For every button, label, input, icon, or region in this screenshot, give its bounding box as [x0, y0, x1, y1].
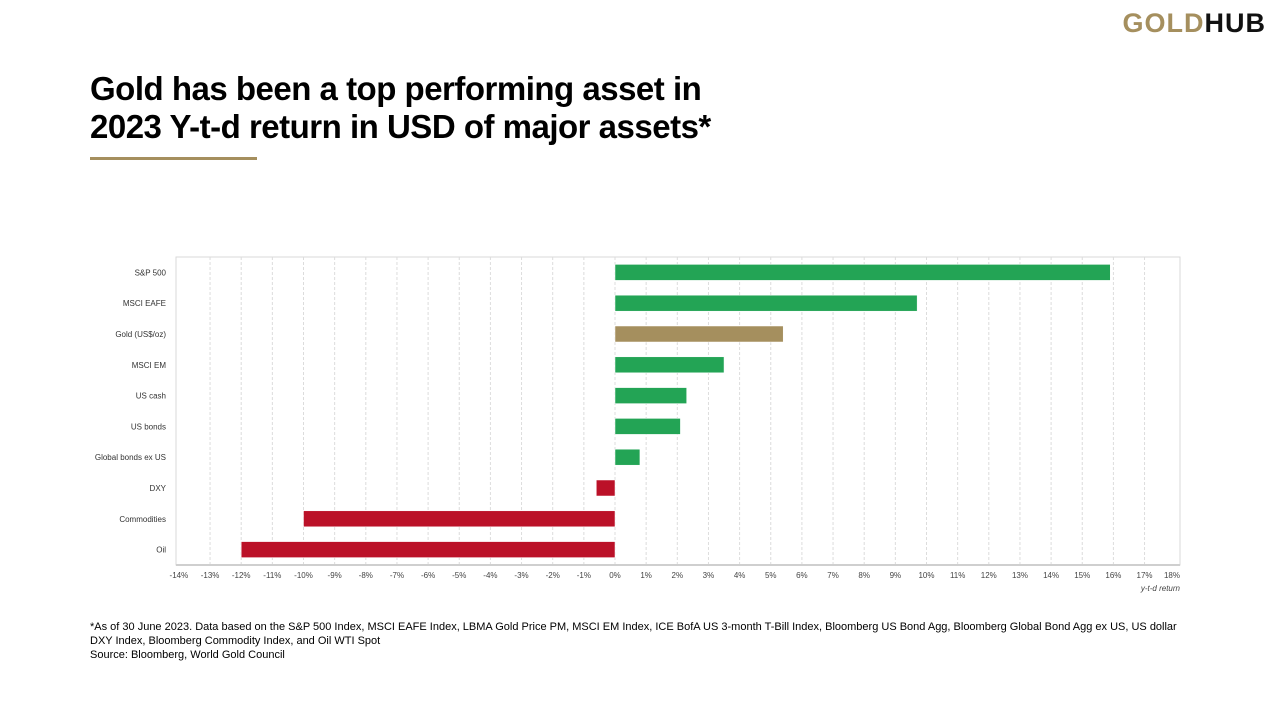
- x-axis-label: y-t-d return: [1140, 584, 1181, 593]
- bar: [614, 387, 687, 404]
- bar: [614, 356, 725, 374]
- category-label: Global bonds ex US: [95, 453, 166, 462]
- x-tick-label: 8%: [858, 571, 870, 580]
- category-label: US cash: [136, 392, 166, 401]
- x-tick-label: 2%: [672, 571, 684, 580]
- category-label: MSCI EM: [132, 361, 167, 370]
- x-tick-label: 5%: [765, 571, 777, 580]
- x-tick-label: 1%: [640, 571, 652, 580]
- bar-chart: -14% -13% -12% -11% -10% -9% -8% -7% -6% -5% -4% -3…: [95, 256, 1181, 593]
- bar: [240, 541, 616, 558]
- x-tick-label: -11%: [263, 571, 281, 580]
- x-tick-label: -1%: [577, 571, 591, 580]
- bar: [614, 325, 784, 343]
- x-tick-label: -12%: [232, 571, 251, 580]
- x-tick-label: -4%: [483, 571, 497, 580]
- category-label: S&P 500: [135, 268, 167, 277]
- x-tick-label: 14%: [1043, 571, 1059, 580]
- page-title: Gold has been a top performing asset in 2…: [90, 70, 711, 145]
- x-tick-label: 0%: [609, 571, 621, 580]
- x-tick-label: 9%: [890, 571, 902, 580]
- x-tick-label: -14%: [170, 571, 189, 580]
- x-tick-label: -8%: [359, 571, 373, 580]
- x-tick-label: 18%: [1164, 571, 1180, 580]
- footnote: *As of 30 June 2023. Data based on the S…: [90, 620, 1190, 662]
- x-tick-label: -9%: [328, 571, 342, 580]
- x-tick-label: 17%: [1137, 571, 1153, 580]
- bar: [303, 510, 616, 528]
- x-tick-label: 6%: [796, 571, 808, 580]
- x-tick-label: -2%: [546, 571, 560, 580]
- category-label: Commodities: [119, 515, 166, 524]
- bar: [614, 418, 681, 435]
- x-tick-label: 11%: [950, 571, 965, 580]
- goldhub-logo: GOLDHUB: [1122, 8, 1266, 38]
- x-tick-label: 4%: [734, 571, 746, 580]
- x-tick-label: 10%: [918, 571, 934, 580]
- x-tick-label: 13%: [1012, 571, 1028, 580]
- x-tick-label: -3%: [514, 571, 528, 580]
- x-tick-label: -6%: [421, 571, 435, 580]
- bar: [614, 264, 1111, 281]
- x-tick-label: -10%: [294, 571, 313, 580]
- x-tick-label: 16%: [1105, 571, 1121, 580]
- title-underline: [90, 157, 257, 160]
- x-tick-label: -5%: [452, 571, 466, 580]
- x-tick-label: 3%: [703, 571, 715, 580]
- source-note: Source: Bloomberg, World Gold Council: [90, 649, 285, 661]
- bar: [596, 479, 616, 497]
- category-label: Gold (US$/oz): [115, 330, 166, 339]
- x-tick-label: -13%: [201, 571, 220, 580]
- category-label: MSCI EAFE: [123, 299, 166, 308]
- bar: [614, 448, 641, 466]
- category-label: DXY: [150, 484, 167, 493]
- category-label: Oil: [156, 546, 166, 555]
- category-label: US bonds: [131, 422, 166, 431]
- x-tick-label: 7%: [827, 571, 839, 580]
- x-tick-label: 12%: [981, 571, 997, 580]
- x-tick-label: 15%: [1074, 571, 1090, 580]
- x-tick-label: -7%: [390, 571, 404, 580]
- bar: [614, 294, 918, 312]
